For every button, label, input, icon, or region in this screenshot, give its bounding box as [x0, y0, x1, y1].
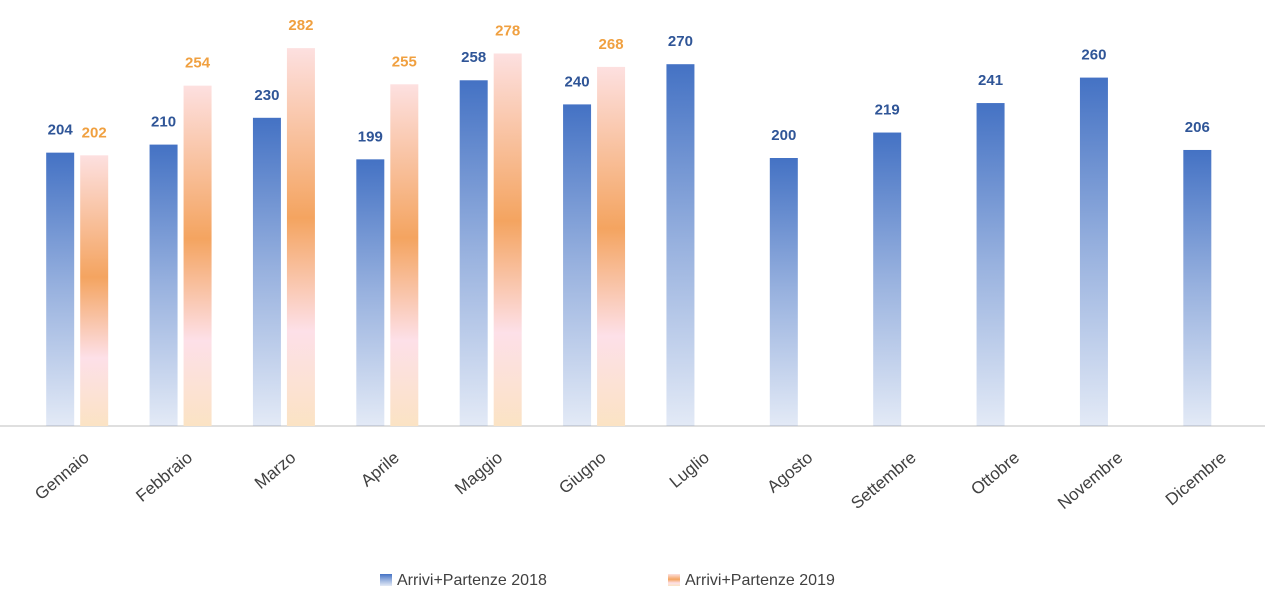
- bar: [976, 103, 1005, 426]
- bar: [183, 85, 212, 426]
- x-tick-label: Luglio: [666, 448, 713, 492]
- bar: [873, 132, 902, 427]
- bar: [666, 64, 695, 426]
- value-label: 241: [978, 72, 1003, 89]
- bar: [80, 155, 109, 426]
- value-label: 210: [151, 114, 176, 131]
- value-label: 254: [185, 55, 211, 72]
- value-label: 204: [48, 122, 74, 139]
- bar: [390, 84, 419, 427]
- bar: [1079, 77, 1108, 426]
- value-label: 268: [599, 36, 624, 53]
- bar: [149, 144, 178, 426]
- x-tick-label: Dicembre: [1162, 448, 1230, 509]
- bar: [286, 48, 315, 427]
- value-label: 202: [82, 124, 107, 141]
- x-tick-label: Settembre: [847, 448, 919, 513]
- value-label: 282: [288, 17, 313, 34]
- value-label: 270: [668, 33, 693, 50]
- value-label: 240: [565, 73, 590, 90]
- bar: [252, 117, 281, 427]
- bar: [356, 159, 385, 426]
- x-tick-label: Aprile: [357, 448, 403, 490]
- value-label: 258: [461, 49, 486, 66]
- bar: [769, 158, 798, 426]
- bar: [563, 104, 592, 427]
- legend-label: Arrivi+Partenze 2018: [397, 572, 547, 589]
- bar: [46, 152, 75, 426]
- bar: [597, 66, 626, 426]
- value-label: 255: [392, 53, 417, 70]
- bar: [1183, 149, 1212, 426]
- x-tick-label: Gennaio: [31, 448, 92, 504]
- x-tick-label: Ottobre: [967, 448, 1023, 499]
- value-label: 219: [875, 102, 900, 119]
- value-label: 206: [1185, 119, 1210, 136]
- x-tick-label: Febbraio: [132, 448, 196, 506]
- x-tick-label: Marzo: [251, 448, 299, 493]
- x-tick-label: Agosto: [764, 448, 817, 497]
- legend-swatch: [668, 574, 680, 586]
- bar: [459, 80, 488, 426]
- legend-label: Arrivi+Partenze 2019: [685, 572, 835, 589]
- bar: [493, 53, 522, 426]
- legend-swatch: [380, 574, 392, 586]
- value-label: 278: [495, 22, 520, 39]
- value-label: 230: [254, 87, 279, 104]
- x-tick-label: Giugno: [555, 448, 609, 498]
- value-label: 200: [771, 127, 796, 144]
- value-label: 260: [1081, 47, 1106, 64]
- x-tick-label: Maggio: [451, 448, 506, 498]
- value-label: 199: [358, 128, 383, 145]
- x-tick-label: Novembre: [1054, 448, 1126, 513]
